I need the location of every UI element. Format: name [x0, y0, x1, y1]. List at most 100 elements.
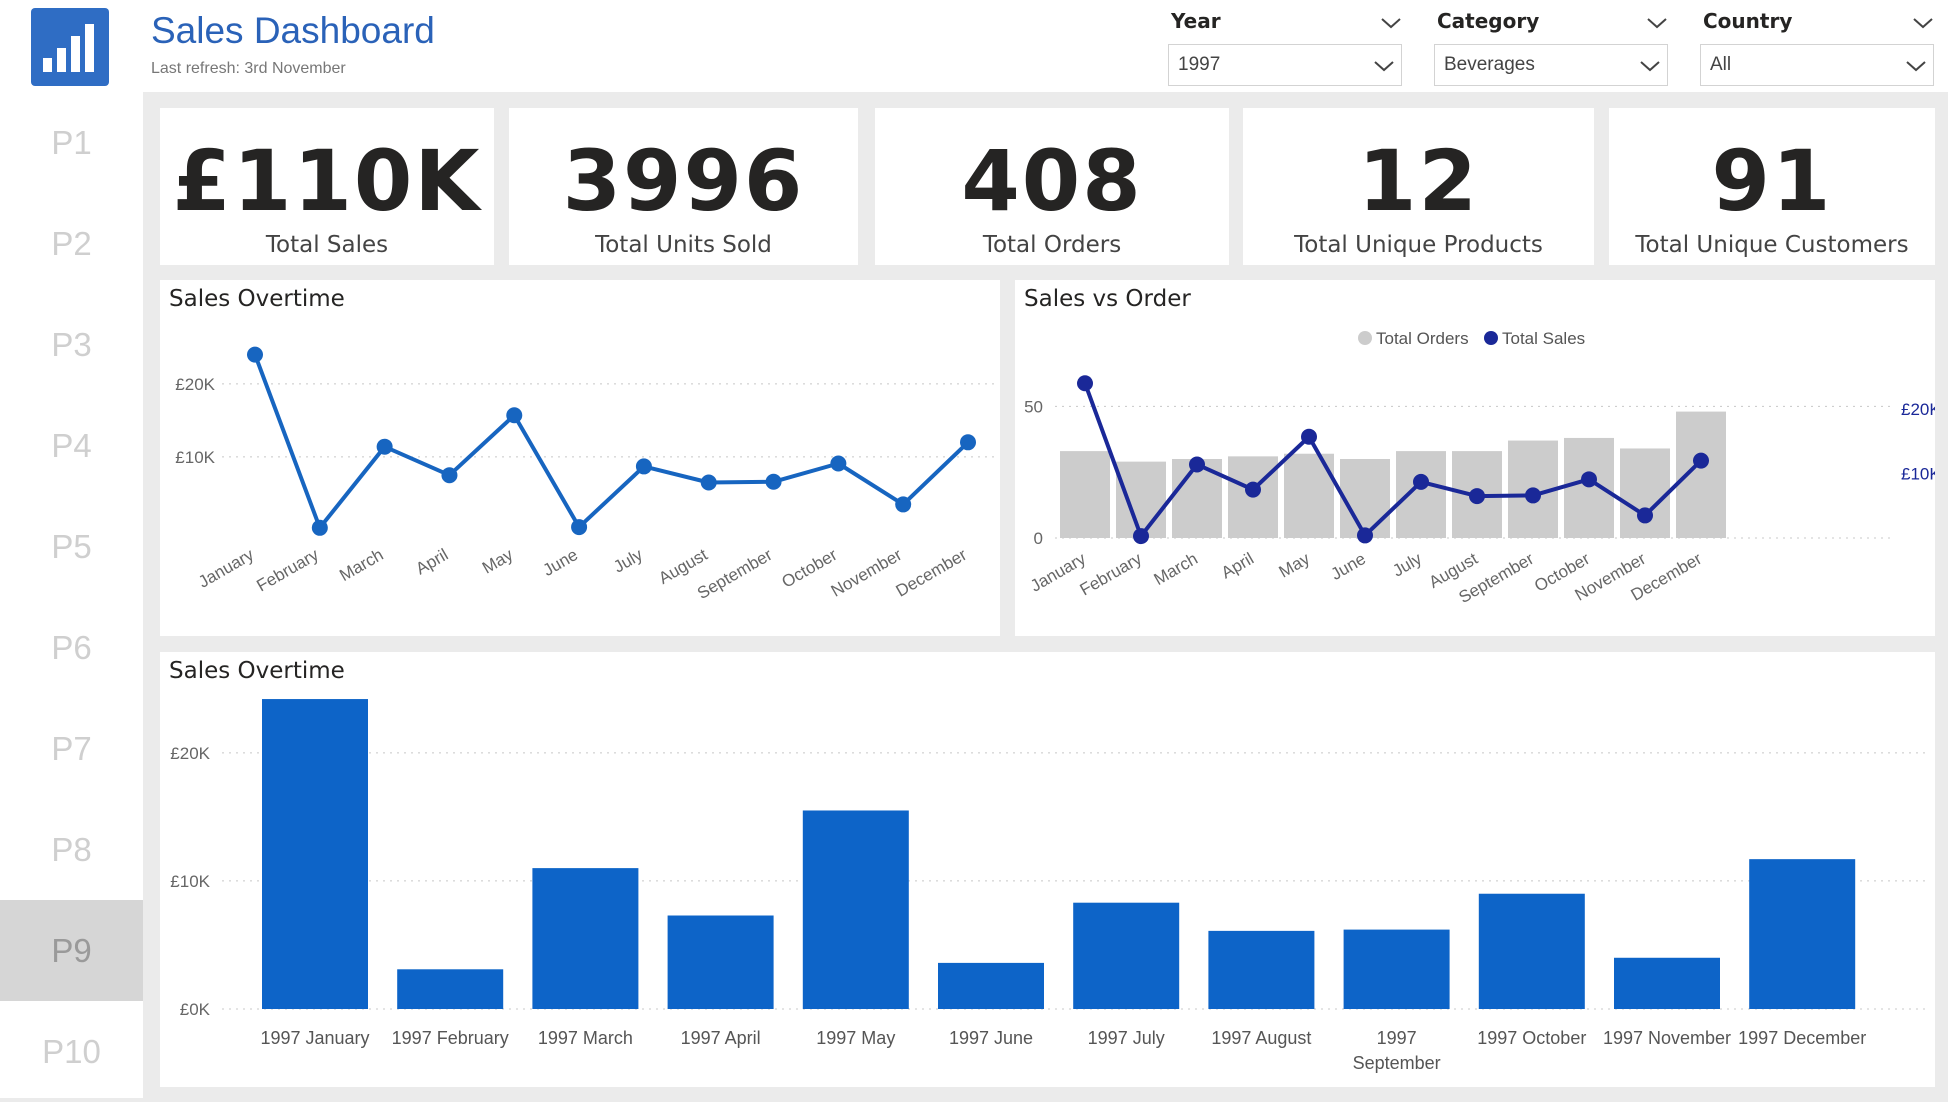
right-axis-tick-label: £10K [1901, 465, 1935, 484]
kpi-value: 12 [1358, 132, 1479, 230]
data-point [1693, 452, 1709, 469]
x-tick-label: 1997 August [1211, 1028, 1311, 1048]
x-tick-label: September [694, 545, 776, 603]
data-point [247, 346, 263, 363]
kpi-label: Total Unique Products [1294, 232, 1543, 258]
data-point [1413, 473, 1429, 490]
x-tick-label: May [479, 545, 517, 578]
category-dropdown[interactable]: Beverages [1434, 44, 1668, 86]
legend-marker-total-sales [1484, 331, 1498, 345]
x-tick-label: May [1276, 549, 1314, 582]
report-logo [31, 8, 109, 86]
x-tick-label: 1997 April [681, 1028, 761, 1048]
legend-label-total-orders: Total Orders [1376, 329, 1469, 348]
data-point [1637, 507, 1653, 524]
data-point [1581, 471, 1597, 488]
left-axis-tick-label: 0 [1034, 529, 1043, 548]
sales-bar [1073, 902, 1180, 1009]
nav-p8[interactable]: P8 [51, 831, 92, 868]
category-slicer-label: Category [1437, 9, 1540, 33]
nav-p10[interactable]: P10 [42, 1033, 101, 1070]
chevron-down-icon [1913, 18, 1933, 29]
data-point [441, 467, 458, 484]
y-tick-label: £0K [180, 1000, 211, 1019]
kpi-value: 408 [961, 132, 1143, 230]
x-tick-label: 1997 March [538, 1028, 633, 1048]
orders-bar [1676, 411, 1726, 538]
nav-p4[interactable]: P4 [51, 427, 92, 464]
kpi-card-total-orders: 408 Total Orders [875, 108, 1229, 265]
sales-bar [667, 915, 774, 1009]
kpi-card-total-unique-customers: 91 Total Unique Customers [1609, 108, 1935, 265]
category-slicer-header[interactable]: Category [1434, 6, 1674, 36]
data-point [635, 458, 652, 475]
x-tick-label: January [195, 545, 257, 592]
data-point [830, 455, 847, 472]
y-tick-label: £20K [175, 375, 215, 394]
sales-overtime-bar-panel: Sales Overtime £0K £10K £20K 1997 January 19… [160, 652, 1935, 1087]
y-tick-label: £10K [170, 872, 210, 891]
nav-p5[interactable]: P5 [51, 528, 92, 565]
data-point [571, 519, 588, 536]
x-tick-label: 1997 November [1603, 1028, 1731, 1048]
chevron-down-icon [1647, 18, 1667, 29]
sales-bar [1478, 893, 1585, 1009]
x-tick-label: April [412, 545, 451, 578]
x-tick-label: March [1151, 549, 1201, 589]
x-tick-label: June [540, 545, 581, 580]
country-dropdown-value: All [1710, 54, 1732, 75]
country-dropdown[interactable]: All [1700, 44, 1934, 86]
sales-series-line [253, 353, 970, 530]
nav-p9[interactable]: P9 [0, 900, 143, 1001]
year-slicer-label: Year [1171, 9, 1221, 33]
x-tick-label: 1997 October [1477, 1028, 1586, 1048]
nav-p7[interactable]: P7 [51, 730, 92, 767]
nav-p2[interactable]: P2 [51, 225, 92, 262]
orders-bar [1564, 437, 1614, 538]
y-tick-label: £10K [175, 448, 215, 467]
data-point [895, 496, 912, 513]
sales-bar [802, 810, 909, 1009]
chart-title: Sales Overtime [169, 286, 345, 312]
year-slicer: Year 1997 [1168, 6, 1408, 86]
sales-bar [532, 868, 639, 1009]
kpi-label: Total Orders [982, 232, 1122, 258]
kpi-card-total-units-sold: 3996 Total Units Sold [509, 108, 858, 265]
data-point [1133, 528, 1149, 545]
nav-p3[interactable]: P3 [51, 326, 92, 363]
sales-overtime-line-panel: Sales Overtime £10K £20K January February Ma… [160, 280, 1000, 636]
chevron-down-icon [1906, 61, 1926, 72]
country-slicer: Country All [1700, 6, 1940, 86]
last-refresh-text: Last refresh: 3rd November [151, 60, 346, 77]
nav-p1[interactable]: P1 [51, 124, 92, 161]
category-dropdown-value: Beverages [1444, 54, 1535, 75]
sales-overtime-bar-chart: £0K £10K £20K 1997 January 1997 February 1997… [170, 699, 1928, 1073]
x-tick-label: September [1353, 1053, 1441, 1073]
kpi-value: £110K [172, 132, 482, 230]
sales-bar [262, 699, 368, 1009]
data-point [1357, 527, 1373, 544]
kpi-label: Total Sales [265, 232, 389, 258]
x-tick-label: 1997 December [1738, 1028, 1866, 1048]
sales-bar [938, 962, 1044, 1009]
x-tick-label: 1997 February [392, 1028, 509, 1048]
page-nav-sidebar: P1 P2 P3 P4 P5 P6 P7 P8 P9 P10 [0, 92, 143, 1098]
country-slicer-header[interactable]: Country [1700, 6, 1940, 36]
year-slicer-header[interactable]: Year [1168, 6, 1408, 36]
data-point [1077, 375, 1093, 392]
chart-title: Sales vs Order [1024, 286, 1191, 312]
data-point [1301, 428, 1317, 445]
nav-p6[interactable]: P6 [51, 629, 92, 666]
kpi-label: Total Units Sold [595, 232, 772, 258]
orders-bar [1060, 451, 1110, 538]
sales-bar [1343, 929, 1450, 1009]
data-point [960, 434, 976, 451]
x-tick-label: February [253, 545, 322, 596]
data-point [1189, 456, 1205, 473]
chevron-down-icon [1640, 61, 1660, 72]
year-dropdown[interactable]: 1997 [1168, 44, 1402, 86]
chart-title: Sales Overtime [169, 658, 345, 684]
category-slicer: Category Beverages [1434, 6, 1674, 86]
